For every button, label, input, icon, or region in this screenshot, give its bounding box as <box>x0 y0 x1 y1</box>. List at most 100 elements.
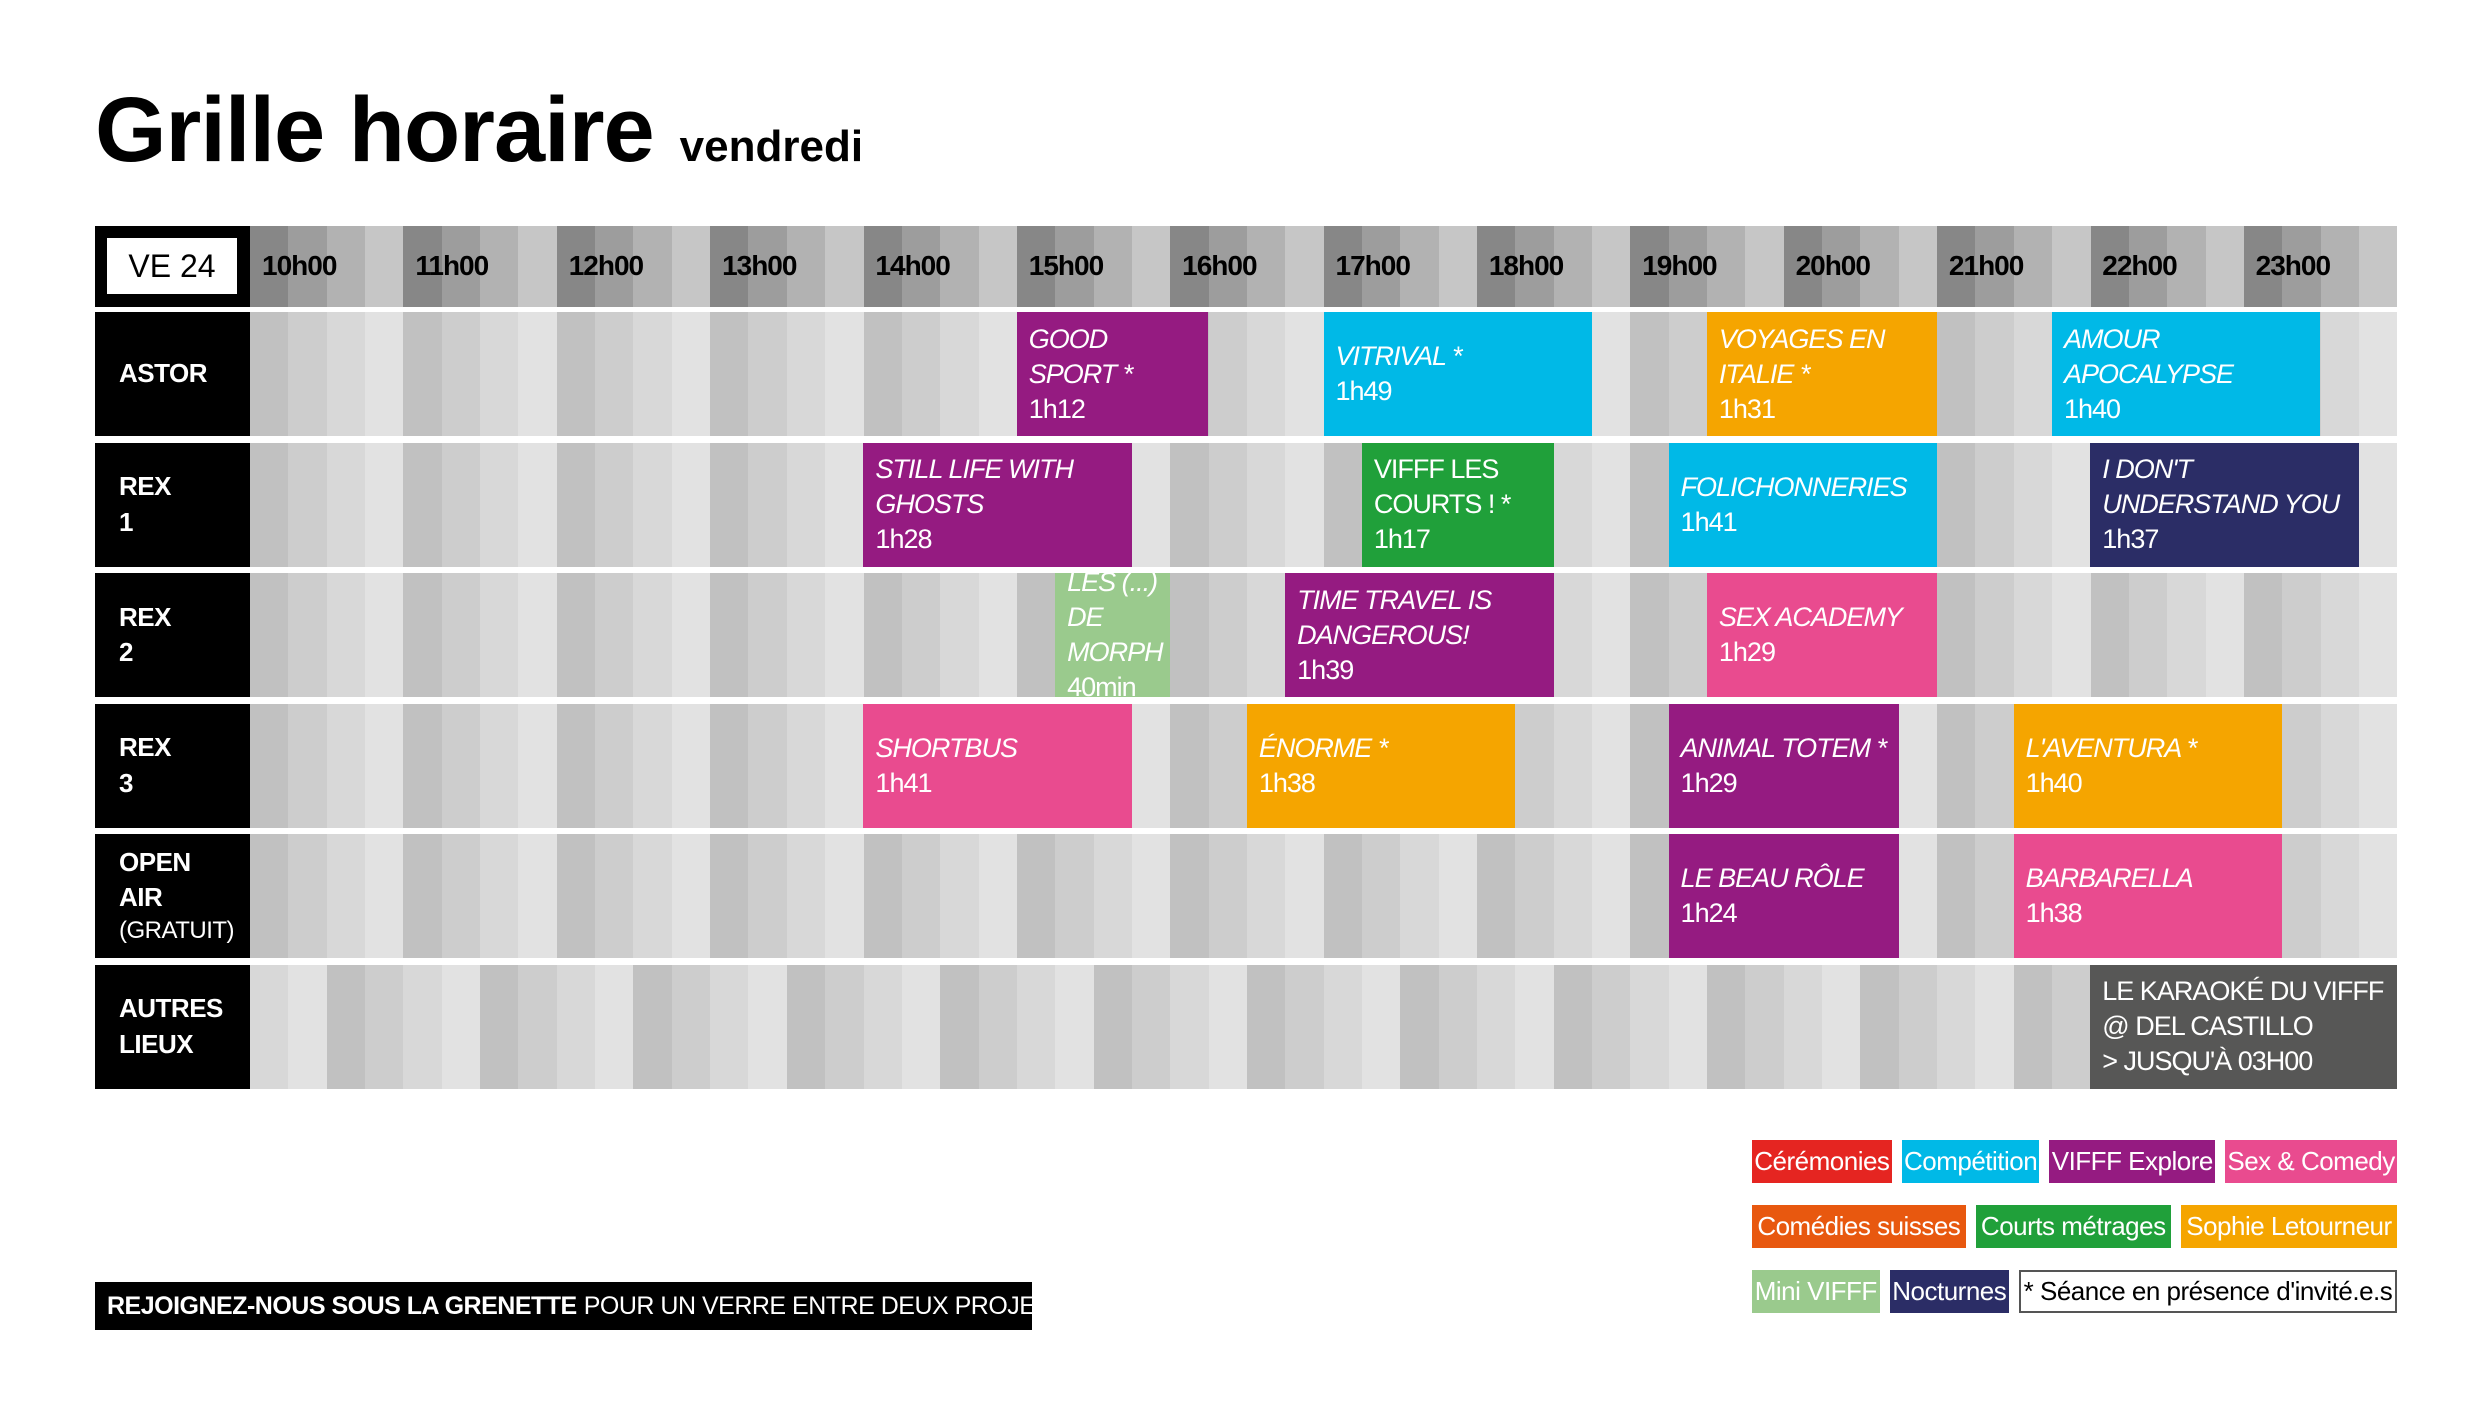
stripe <box>1323 226 1362 307</box>
stripe <box>326 703 366 828</box>
legend-note: * Séance en présence d'invité.e.s <box>2018 1270 2397 1313</box>
stripe <box>595 312 634 436</box>
stripe <box>1093 834 1132 958</box>
stripe <box>518 442 557 567</box>
stripe <box>1898 703 1938 828</box>
event-block[interactable]: ANIMAL TOTEM * 1h29 <box>1668 703 1899 828</box>
event-block[interactable]: L'AVENTURA * 1h40 <box>2013 703 2282 828</box>
stripe <box>1592 573 1631 697</box>
stripe <box>940 964 979 1089</box>
event-block[interactable]: BARBARELLA 1h38 <box>2013 834 2282 958</box>
stripe <box>1630 703 1669 828</box>
event-block[interactable]: ÉNORME * 1h38 <box>1246 703 1516 828</box>
stripe <box>441 964 481 1089</box>
event-block[interactable]: LE BEAU RÔLE 1h24 <box>1668 834 1899 958</box>
stripe <box>825 703 864 828</box>
event-block[interactable]: STILL LIFE WITH GHOSTS 1h28 <box>863 442 1132 567</box>
event-block[interactable]: FOLICHONNERIES 1h41 <box>1668 442 1937 567</box>
stripe <box>1745 964 1784 1089</box>
event-title: TIME TRAVEL IS DANGEROUS! <box>1297 584 1492 650</box>
stripe <box>1400 226 1439 307</box>
stripe <box>1975 226 2014 307</box>
hour-label: 23h00 <box>2255 250 2331 281</box>
stripe <box>748 312 787 436</box>
hour-label: 22h00 <box>2102 250 2177 281</box>
venue-row: AUTRES LIEUX LE KARAOKÉ DU VIFFF @ DEL CAS… <box>95 964 2398 1089</box>
stripe <box>1438 834 1477 958</box>
stripe <box>1285 442 1324 567</box>
banner-bold: REJOIGNEZ-NOUS SOUS LA GRENETTE <box>107 1291 577 1320</box>
stripe <box>2090 573 2129 697</box>
stripe <box>2243 226 2283 307</box>
stripe <box>901 226 941 307</box>
title-day: vendredi <box>679 122 864 171</box>
event-title: AMOUR APOCALYPSE <box>2063 323 2234 389</box>
stripe <box>2282 703 2321 828</box>
stripe <box>1822 226 1861 307</box>
event-duration: > JUSQU'À 03H00 <box>2102 1046 2313 1076</box>
legend-item: Sex & Comedy <box>2225 1140 2398 1183</box>
stripe <box>1707 226 1746 307</box>
stripe <box>2358 703 2398 828</box>
stripe <box>748 964 787 1089</box>
stripe <box>288 312 327 436</box>
stripe <box>2320 312 2359 436</box>
stripe <box>978 226 1017 307</box>
event-block[interactable]: SEX ACADEMY 1h29 <box>1706 573 1937 697</box>
stripe <box>1131 834 1171 958</box>
stripe <box>1016 226 1056 307</box>
hour-label: 20h00 <box>1795 250 1871 281</box>
stripe <box>1783 964 1823 1089</box>
stripe <box>671 834 711 958</box>
stripe <box>748 834 787 958</box>
venue-name: 1 <box>119 506 133 537</box>
stripe <box>518 312 557 436</box>
stripe <box>1553 834 1593 958</box>
stripe <box>326 573 366 697</box>
event-block[interactable]: VIFFF LES COURTS ! * 1h17 <box>1361 442 1554 567</box>
stripe <box>250 834 289 958</box>
event-block[interactable]: GOOD SPORT * 1h12 <box>1016 312 1209 436</box>
stripe <box>403 442 442 567</box>
event-duration: 1h41 <box>875 767 932 798</box>
stripe <box>1208 442 1247 567</box>
stripe <box>1553 442 1593 567</box>
stripe <box>1477 964 1516 1089</box>
stripe <box>2052 442 2091 567</box>
stripe <box>2013 442 2053 567</box>
stripe <box>556 964 596 1089</box>
event-block[interactable]: I DON'T UNDERSTAND YOU 1h37 <box>2090 442 2359 567</box>
stripe <box>365 834 404 958</box>
event-block[interactable]: AMOUR APOCALYPSE 1h40 <box>2051 312 2321 436</box>
event-block[interactable]: LE KARAOKÉ DU VIFFF @ DEL CASTILLO > JUSQ… <box>2090 964 2397 1089</box>
hour-label: 18h00 <box>1488 250 1564 281</box>
stripe <box>786 964 826 1089</box>
stripe <box>710 312 749 436</box>
stripe <box>441 442 481 567</box>
event-block[interactable]: TIME TRAVEL IS DANGEROUS! 1h39 <box>1285 573 1554 697</box>
stripe <box>595 834 634 958</box>
venue-row: OPEN AIR (GRATUIT) LE BEAU RÔLE 1h24 BARBAREL… <box>95 834 2398 958</box>
event-duration: 40min <box>1067 672 1137 702</box>
legend-row: Comédies suisses Courts métrages Sophie Le… <box>1752 1205 2397 1248</box>
stripe <box>1246 312 1286 436</box>
stripe <box>710 964 749 1089</box>
event-block[interactable]: SHORTBUS 1h41 <box>863 703 1132 828</box>
stripe <box>1668 226 1708 307</box>
event-block[interactable]: LES (...) DE MORPH 40min <box>1055 567 1171 702</box>
stripe <box>1055 964 1094 1089</box>
stripe <box>1553 226 1593 307</box>
stripe <box>1668 312 1708 436</box>
stripe <box>365 703 404 828</box>
stripe <box>2090 226 2129 307</box>
event-block[interactable]: VITRIVAL * 1h49 <box>1323 312 1592 436</box>
info-banner: REJOIGNEZ-NOUS SOUS LA GRENETTE POUR UN … <box>95 1282 1140 1330</box>
stripe <box>1592 442 1631 567</box>
stripe <box>1515 703 1554 828</box>
stripe <box>1285 226 1324 307</box>
event-block[interactable]: VOYAGES EN ITALIE * 1h31 <box>1706 312 1937 436</box>
stripe <box>1055 226 1094 307</box>
time-stripes <box>250 964 2398 1089</box>
event-title: LES (...) DE MORPH <box>1067 567 1164 667</box>
event-title: SEX ACADEMY <box>1718 602 1903 632</box>
